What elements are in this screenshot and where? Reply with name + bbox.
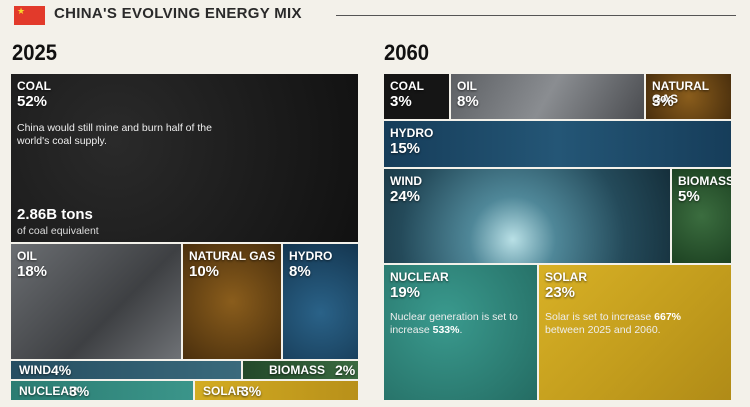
tile-solar-2025: SOLAR 3% (194, 380, 359, 401)
tile-label: NATURAL GAS (189, 249, 276, 263)
tile-value: 24% (390, 188, 421, 205)
tile-label: BIOMASS (269, 363, 326, 377)
tile-label: WIND (390, 174, 422, 188)
tile-value: 2% (335, 362, 356, 378)
tile-oil-2060: OIL 8% (450, 73, 645, 120)
tile-oil-2025: OIL 18% (10, 243, 182, 360)
tile-value: 3% (69, 383, 90, 399)
tile-natural-gas-2060: NATURAL GAS 3% (645, 73, 732, 120)
tile-label: SOLAR (545, 270, 587, 284)
tile-value: 4% (51, 362, 72, 378)
tile-value: 18% (17, 263, 48, 280)
tile-note: China would still mine and burn half of … (17, 122, 212, 147)
tile-label: BIOMASS (678, 174, 732, 188)
tile-label: SOLAR (203, 384, 245, 398)
tile-biomass-2025: BIOMASS 2% (242, 360, 359, 380)
tile-coal-2025: COAL 52% China would still mine and burn… (10, 73, 359, 243)
tile-label: NUCLEAR (19, 384, 78, 398)
header: ★ CHINA'S EVOLVING ENERGY MIX (0, 0, 750, 34)
title-rule (336, 15, 736, 16)
tile-value: 52% (17, 93, 48, 110)
tile-value: 3% (241, 383, 262, 399)
tile-biomass-2060: BIOMASS 5% (671, 168, 732, 264)
tile-label: OIL (17, 249, 37, 263)
tile-value: 3% (652, 93, 674, 110)
tile-nuclear-2060: NUCLEAR 19% Nuclear generation is set to… (383, 264, 538, 401)
tile-label: WIND (19, 363, 51, 377)
tile-label: HYDRO (390, 126, 434, 140)
tile-note: Nuclear generation is set to increase 53… (390, 311, 518, 336)
tile-value: 23% (545, 284, 576, 301)
tile-label: COAL (390, 79, 424, 93)
tile-value: 15% (390, 140, 421, 157)
treemap-2060: COAL 3% OIL 8% NATURAL GAS 3% HYDRO 15% … (383, 73, 732, 403)
chart-title: CHINA'S EVOLVING ENERGY MIX (54, 5, 302, 22)
tile-value: 10% (189, 263, 220, 280)
tile-solar-2060: SOLAR 23% Solar is set to increase 667% … (538, 264, 732, 401)
tile-label: NATURAL GAS (652, 79, 709, 106)
tile-wind-2025: WIND 4% (10, 360, 242, 380)
tile-label: HYDRO (289, 249, 333, 263)
tile-value: 8% (289, 263, 311, 280)
tile-coal-2060: COAL 3% (383, 73, 450, 120)
tile-natural-gas-2025: NATURAL GAS 10% (182, 243, 282, 360)
china-flag-icon: ★ (14, 6, 45, 25)
tile-value: 19% (390, 284, 421, 301)
tile-nuclear-2025: NUCLEAR 3% (10, 380, 194, 401)
tile-wind-2060: WIND 24% (383, 168, 671, 264)
treemap-2025: COAL 52% China would still mine and burn… (10, 73, 359, 403)
tile-value: 5% (678, 188, 700, 205)
year-label-2060: 2060 (384, 40, 430, 65)
coal-tonnage-unit: of coal equivalent (17, 225, 99, 237)
tile-label: NUCLEAR (390, 270, 449, 284)
coal-tonnage: 2.86B tons (17, 206, 93, 223)
tile-value: 8% (457, 93, 479, 110)
year-label-2025: 2025 (12, 40, 58, 65)
tile-note: Solar is set to increase 667% between 20… (545, 311, 681, 336)
tile-label: OIL (457, 79, 477, 93)
tile-hydro-2025: HYDRO 8% (282, 243, 359, 360)
tile-label: COAL (17, 79, 51, 93)
tile-value: 3% (390, 93, 412, 110)
tile-hydro-2060: HYDRO 15% (383, 120, 732, 168)
